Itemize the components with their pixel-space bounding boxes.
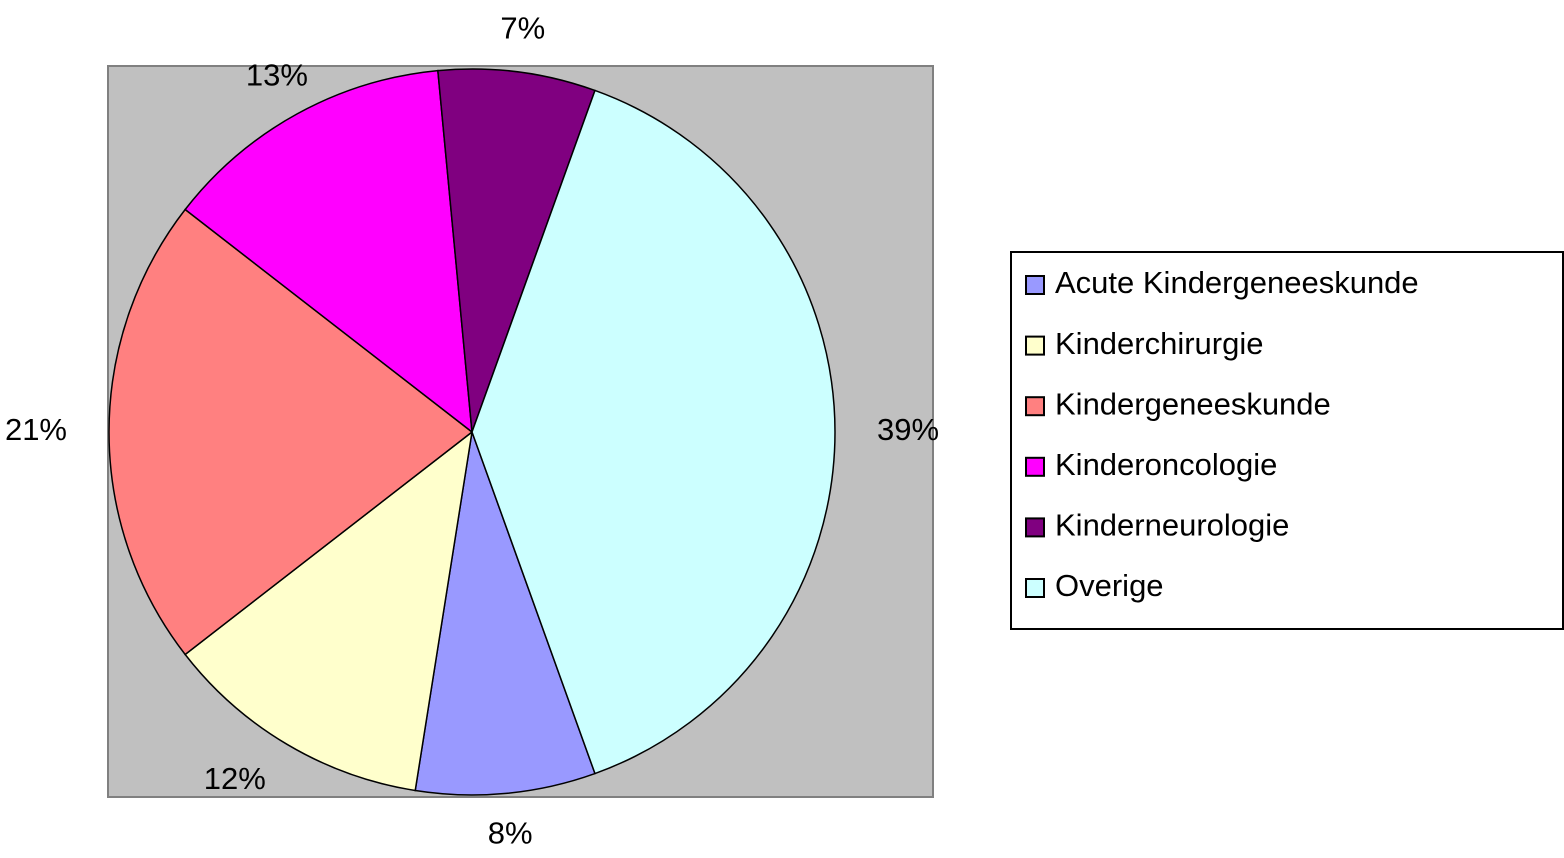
pie-slice xyxy=(184,430,474,792)
legend-swatch xyxy=(1025,456,1045,477)
legend-label: Kinderneurologie xyxy=(1055,508,1289,543)
pie-slice xyxy=(108,208,474,656)
legend-swatch xyxy=(1025,275,1045,295)
legend-box xyxy=(1010,251,1564,630)
legend-label: Kinderchirurgie xyxy=(1055,326,1264,361)
pie-slice xyxy=(471,89,836,775)
legend-swatch xyxy=(1025,517,1045,538)
data-label: 7% xyxy=(500,10,545,45)
data-label: 21% xyxy=(5,412,67,447)
legend-swatch xyxy=(1025,335,1045,356)
data-label: 39% xyxy=(877,412,939,447)
legend-label: Acute Kindergeneeskunde xyxy=(1055,265,1419,300)
data-label: 13% xyxy=(246,57,308,92)
data-label: 8% xyxy=(488,815,533,850)
legend-swatch xyxy=(1025,578,1045,598)
legend-swatch xyxy=(1025,396,1045,417)
data-label: 12% xyxy=(204,761,266,796)
pie-slice xyxy=(414,431,596,796)
pie-slice xyxy=(184,69,473,434)
legend-label: Overige xyxy=(1055,568,1164,603)
legend-label: Kindergeneeskunde xyxy=(1055,386,1331,421)
pie-slice xyxy=(437,68,596,433)
legend-label: Kinderoncologie xyxy=(1055,447,1277,482)
